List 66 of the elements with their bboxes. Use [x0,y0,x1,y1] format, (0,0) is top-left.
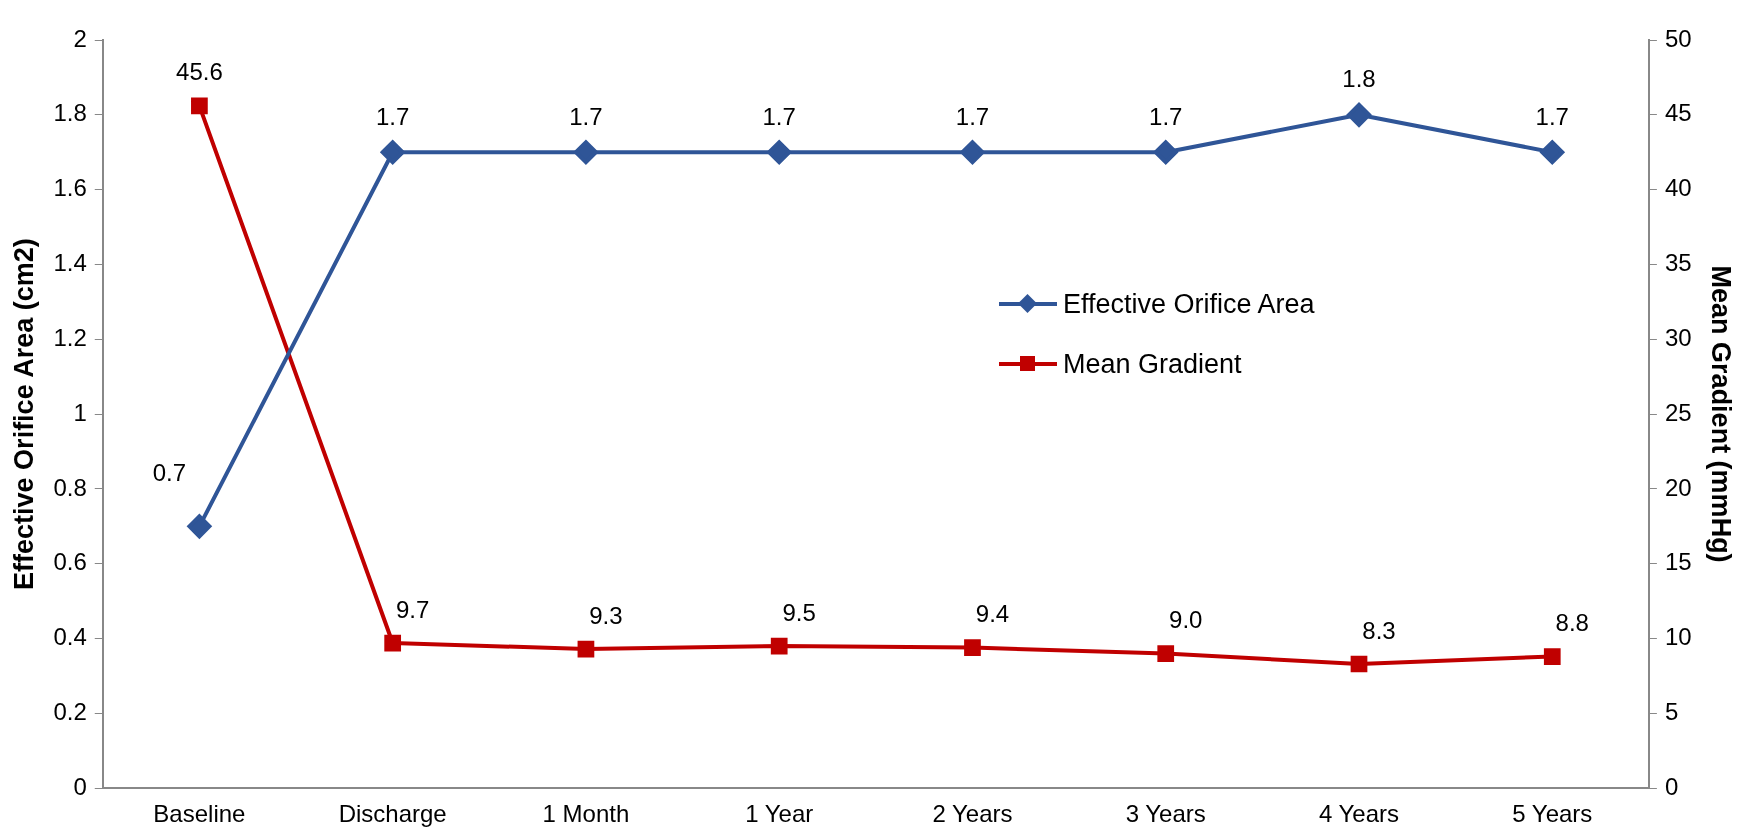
x-tick-label: Discharge [338,800,447,828]
data-label: 9.5 [782,598,816,626]
point [577,640,595,658]
data-label: 1.8 [1342,65,1376,93]
y-tick-label: 2 [73,24,87,52]
y-tick-label: 1.6 [53,174,87,202]
point [380,140,405,165]
y2-tick-label: 45 [1664,99,1692,127]
data-label: 1.7 [375,102,410,130]
y2-tick-label: 30 [1664,323,1692,351]
y2-tick-label: 50 [1664,24,1692,52]
point [187,514,212,539]
data-label: 8.3 [1362,616,1396,644]
y2-tick-label: 20 [1664,473,1692,501]
point [1153,140,1178,165]
y-tick-label: 0 [73,772,87,800]
data-label: 45.6 [176,58,223,86]
data-label: 0.7 [152,458,187,486]
point [1350,655,1368,673]
y2-tick-label: 25 [1664,398,1692,426]
point [573,140,598,165]
x-tick-label: Baseline [153,800,246,828]
point [964,639,981,656]
data-label: 1.7 [955,102,990,130]
point [1540,140,1565,165]
y-tick-label: 0.6 [53,548,87,576]
x-tick-label: 5 Years [1512,800,1593,828]
point [191,97,208,115]
y-tick-label: 0.2 [53,698,87,726]
point [1543,648,1561,665]
data-label: 9.4 [975,600,1010,628]
point [960,140,985,165]
x-tick-label: 4 Years [1318,800,1400,828]
y2-axis-title: Mean Gradient (mmHg) [1706,265,1737,563]
data-label: 1.7 [762,102,796,130]
point [1157,645,1175,662]
data-label: 1.7 [1149,102,1183,130]
y-axis-title: Effective Orifice Area (cm2) [8,238,39,590]
legend-label: Mean Gradient [1062,348,1242,380]
point [770,637,788,655]
point [1347,102,1371,127]
y2-tick-label: 5 [1664,698,1679,726]
y2-tick-label: 10 [1664,623,1692,651]
x-tick-label: 2 Years [932,800,1013,828]
y2-tick-label: 15 [1664,548,1692,576]
y-tick-label: 1 [73,398,87,426]
y-tick-label: 1.4 [53,249,87,277]
x-tick-label: 3 Years [1125,800,1206,828]
data-label: 1.7 [569,102,603,130]
y2-tick-label: 0 [1664,772,1679,800]
y-tick-label: 0.8 [53,473,87,501]
legend-label: Effective Orifice Area [1062,288,1315,320]
data-label: 1.7 [1535,102,1569,130]
point [384,634,402,652]
y-tick-label: 1.8 [53,99,87,127]
y2-tick-label: 35 [1664,249,1692,277]
x-tick-label: 1 Year [745,800,814,828]
point [767,140,792,165]
data-label: 8.8 [1555,609,1589,637]
x-tick-label: 1 Month [542,800,630,828]
data-label: 9.0 [1169,606,1203,634]
data-label: 9.3 [589,601,623,629]
y2-tick-label: 40 [1664,174,1692,202]
y-tick-label: 0.4 [53,623,87,651]
y-tick-label: 1.2 [53,323,87,351]
data-label: 9.7 [395,595,430,623]
